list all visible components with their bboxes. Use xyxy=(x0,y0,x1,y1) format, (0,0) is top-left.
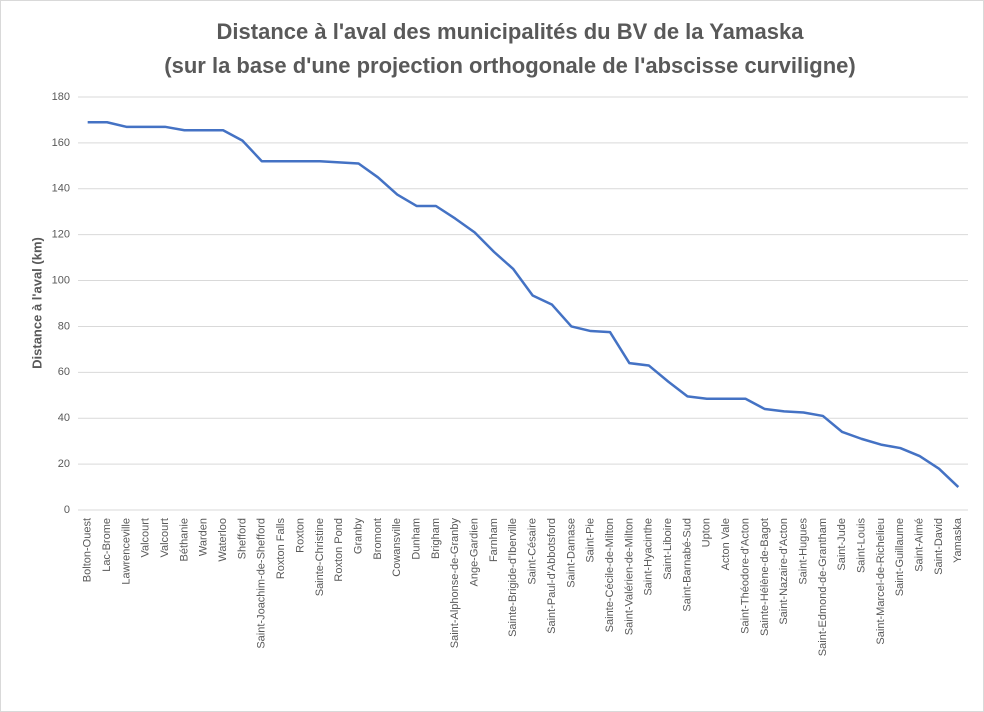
x-tick-label: Lawrenceville xyxy=(120,518,132,585)
y-tick-label: 20 xyxy=(58,458,70,470)
x-tick-label: Acton Vale xyxy=(720,518,732,570)
x-tick-label: Saint-Edmond-de-Grantham xyxy=(817,518,829,656)
x-tick-label: Saint-Césaire xyxy=(527,518,539,585)
x-tick-label: Saint-Valérien-de-Milton xyxy=(623,518,635,635)
x-tick-label: Lac-Brome xyxy=(101,518,113,572)
x-tick-label: Ange-Gardien xyxy=(469,518,481,587)
x-tick-label: Yamaska xyxy=(952,517,964,563)
y-tick-label: 180 xyxy=(52,91,70,103)
y-tick-label: 80 xyxy=(58,320,70,332)
x-tick-label: Saint-Hugues xyxy=(797,518,809,585)
x-tick-label: Saint-Aimé xyxy=(914,518,926,572)
x-tick-label: Saint-Guillaume xyxy=(894,518,906,596)
x-tick-label: Saint-Marcel-de-Richelieu xyxy=(875,518,887,645)
x-tick-label: Farnham xyxy=(488,518,500,562)
y-tick-label: 100 xyxy=(52,274,70,286)
x-tick-label: Saint-Paul-d'Abbotsford xyxy=(546,518,558,634)
x-tick-label: Saint-Louis xyxy=(855,518,867,574)
x-tick-label: Saint-Hyacinthe xyxy=(643,518,655,596)
y-tick-label: 60 xyxy=(58,366,70,378)
x-tick-label: Cowansville xyxy=(391,518,403,577)
x-tick-label: Saint-Pie xyxy=(585,518,597,563)
x-tick-label: Valcourt xyxy=(159,518,171,558)
y-tick-label: 40 xyxy=(58,412,70,424)
x-tick-label: Sainte-Hélène-de-Bagot xyxy=(759,518,771,636)
x-tick-label: Saint-Nazaire-d'Acton xyxy=(778,518,790,625)
y-tick-label: 120 xyxy=(52,229,70,241)
x-tick-label: Sainte-Cécile-de-Milton xyxy=(604,518,616,632)
y-axis-label: Distance à l'aval (km) xyxy=(29,237,44,369)
x-tick-label: Warden xyxy=(198,518,210,556)
x-tick-label: Waterloo xyxy=(217,518,229,562)
x-tick-label: Saint-Jude xyxy=(836,518,848,571)
chart-title: Distance à l'aval des municipalités du B… xyxy=(217,19,805,44)
x-tick-label: Sainte-Christine xyxy=(314,518,326,596)
x-tick-label: Dunham xyxy=(410,518,422,560)
y-tick-label: 160 xyxy=(52,137,70,149)
x-tick-label: Béthanie xyxy=(178,518,190,561)
x-tick-label: Saint-Barnabé-Sud xyxy=(681,518,693,612)
y-tick-label: 140 xyxy=(52,183,70,195)
x-tick-label: Saint-Alphonse-de-Granby xyxy=(449,518,461,649)
x-tick-label: Sainte-Brigide-d'Iberville xyxy=(507,518,519,637)
x-tick-label: Granby xyxy=(352,518,364,555)
x-tick-label: Roxton Pond xyxy=(333,518,345,582)
x-tick-label: Saint-Théodore-d'Acton xyxy=(739,518,751,634)
y-tick-label: 0 xyxy=(64,504,70,516)
x-tick-label: Saint-Liboire xyxy=(662,518,674,580)
chart-subtitle: (sur la base d'une projection orthogonal… xyxy=(164,53,855,78)
x-tick-label: Valcourt xyxy=(140,518,152,558)
x-tick-label: Roxton Falls xyxy=(275,518,287,580)
x-tick-label: Bromont xyxy=(372,518,384,560)
x-tick-label: Saint-David xyxy=(933,518,945,575)
x-tick-label: Saint-Damase xyxy=(565,518,577,588)
x-tick-label: Shefford xyxy=(236,518,248,559)
x-tick-label: Roxton xyxy=(294,518,306,553)
x-tick-label: Upton xyxy=(701,518,713,547)
x-tick-label: Saint-Joachim-de-Shefford xyxy=(256,518,268,649)
x-tick-label: Brigham xyxy=(430,518,442,559)
x-tick-label: Bolton-Ouest xyxy=(82,518,94,582)
data-line xyxy=(87,120,960,488)
